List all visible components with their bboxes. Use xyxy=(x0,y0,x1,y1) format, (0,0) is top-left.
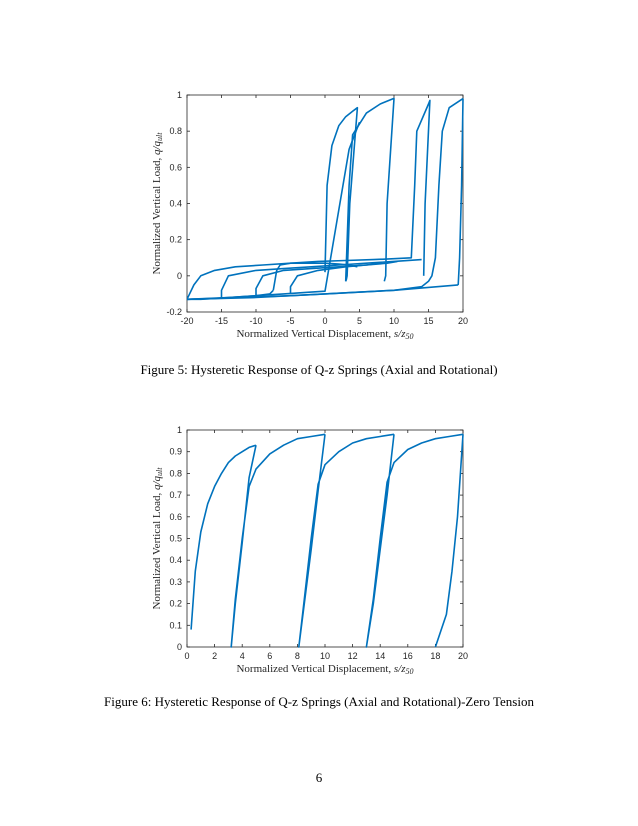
chart1-series-1-line xyxy=(324,106,359,282)
chart2-y-tick-label: 0.3 xyxy=(169,577,182,587)
chart2-x-tick-label: 12 xyxy=(348,651,358,661)
chart2-series-4-line xyxy=(365,433,464,648)
chart1-y-axis-label: Normalized Vertical Load, q/qult xyxy=(151,132,164,275)
chart1-series-13-line xyxy=(187,284,459,301)
chart2-y-tick-label: 0 xyxy=(177,642,182,652)
chart1-x-tick-label: -5 xyxy=(286,316,294,326)
chart1-plot-frame xyxy=(186,94,464,313)
chart1-x-axis-label: Normalized Vertical Displacement, s/z50 xyxy=(236,328,413,340)
chart1-x-tick-label: -10 xyxy=(249,316,262,326)
chart2-y-axis-label: Normalized Vertical Load, q/qult xyxy=(151,467,164,610)
chart2-x-tick-label: 8 xyxy=(295,651,300,661)
chart1-y-tick-label: 0.2 xyxy=(169,235,182,245)
chart2-series-2-line xyxy=(230,433,326,648)
chart2-y-tick-label: 0.9 xyxy=(169,447,182,457)
chart1-y-tick-label: 0 xyxy=(177,271,182,281)
chart1-series-7-line xyxy=(393,99,431,276)
chart1-x-tick-label: 10 xyxy=(389,316,399,326)
chart2-y-tick-label: 0.6 xyxy=(169,512,182,522)
chart1-x-tick-label: -15 xyxy=(215,316,228,326)
chart1-y-tick-label: 1 xyxy=(177,90,182,100)
figure-5: -20 -15 -10 -5 0 5 10 15 20 -0.2 0 0.2 0.4 0.6 0.8 1 Nor… xyxy=(0,80,638,341)
chart1-series-6-line xyxy=(187,257,395,300)
chart1-y-tick-label: 0.6 xyxy=(169,162,182,172)
chart2-x-tick-label: 16 xyxy=(403,651,413,661)
chart1-x-tick-label: 0 xyxy=(322,316,327,326)
chart1-y-tick-label: -0.2 xyxy=(166,307,182,317)
figure-6: 0 2 4 6 8 10 12 14 16 18 20 0 0.1 0.2 0.3 0.4 0.5 0.6 0.7 0… xyxy=(0,415,638,676)
chart2-y-tick-label: 1 xyxy=(177,425,182,435)
chart1-y-tick-label: 0.8 xyxy=(169,126,182,136)
chart1-series-3-line xyxy=(344,97,395,282)
page-number: 6 xyxy=(315,770,323,785)
chart1-series-10-line xyxy=(289,262,381,294)
figure-5-caption: Figure 5: Hysteretic Response of Q-z Spr… xyxy=(140,362,498,377)
chart2-y-tick-label: 0.1 xyxy=(169,620,182,630)
chart1-x-tick-label: 20 xyxy=(458,316,468,326)
chart2-series-5-line xyxy=(434,434,464,648)
chart1-y-tick-label: 0.4 xyxy=(169,199,182,209)
chart2-series-3-line xyxy=(298,433,395,648)
figure-5-chart: -20 -15 -10 -5 0 5 10 15 20 -0.2 0 0.2 0.4 0.6 0.8 1 Nor… xyxy=(151,90,468,341)
chart2-x-tick-label: 18 xyxy=(430,651,440,661)
chart2-y-tick-label: 0.2 xyxy=(169,599,182,609)
chart2-x-tick-label: 20 xyxy=(458,651,468,661)
chart2-y-tick-label: 0.8 xyxy=(169,468,182,478)
chart2-series-1-line xyxy=(190,444,257,630)
chart2-x-tick-label: 6 xyxy=(267,651,272,661)
chart2-x-tick-label: 10 xyxy=(320,651,330,661)
chart1-series-8-line xyxy=(220,258,422,298)
chart2-x-tick-label: 14 xyxy=(375,651,385,661)
chart1-x-tick-label: 15 xyxy=(423,316,433,326)
chart2-x-axis-label: Normalized Vertical Displacement, s/z50 xyxy=(236,663,413,675)
figure-6-chart: 0 2 4 6 8 10 12 14 16 18 20 0 0.1 0.2 0.3 0.4 0.5 0.6 0.7 0… xyxy=(151,425,468,676)
chart2-y-tick-label: 0.4 xyxy=(169,555,182,565)
chart2-x-tick-label: 0 xyxy=(184,651,189,661)
figure-6-caption: Figure 6: Hysteretic Response of Q-z Spr… xyxy=(104,694,534,709)
chart2-y-tick-label: 0.7 xyxy=(169,490,182,500)
chart2-x-tick-label: 2 xyxy=(212,651,217,661)
chart1-x-tick-label: -20 xyxy=(180,316,193,326)
chart1-series-12-line xyxy=(457,98,464,285)
chart1-x-tick-label: 5 xyxy=(357,316,362,326)
chart2-y-tick-label: 0.5 xyxy=(169,534,182,544)
chart2-x-tick-label: 4 xyxy=(240,651,245,661)
